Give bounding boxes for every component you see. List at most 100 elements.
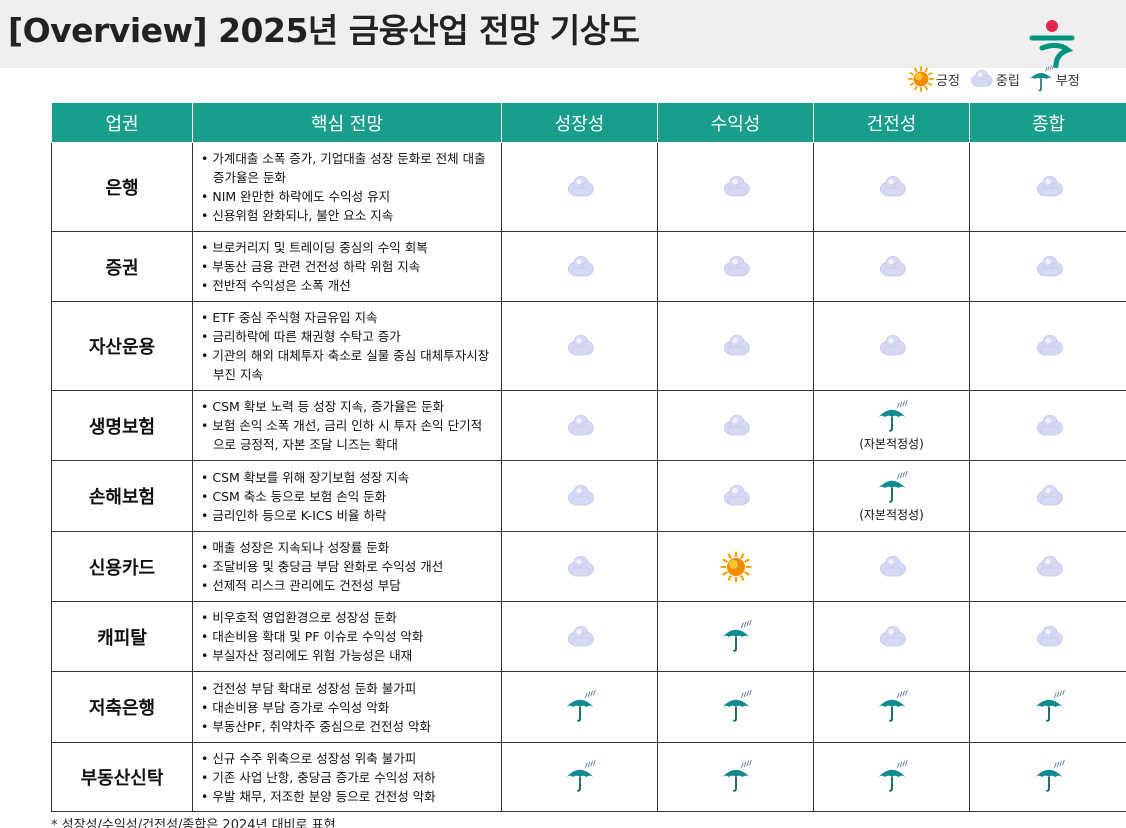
rating-cell — [813, 742, 970, 812]
rating-cell — [813, 301, 970, 391]
bullet: • 신규 수주 위축으로 성장성 위축 불가피 — [201, 749, 493, 768]
cloud-icon — [567, 625, 594, 646]
rating-cell — [501, 390, 658, 461]
bullet-dot: • — [201, 540, 213, 555]
sector: 신용카드 — [51, 531, 193, 602]
key-points: • 가계대출 소폭 증가, 기업대출 성장 둔화로 전체 대출 증가율은 둔화 •… — [192, 142, 502, 232]
bullet-dot: • — [201, 278, 213, 293]
rating-cell — [813, 671, 970, 743]
bullet-text: 부동산PF, 취약차주 중심으로 건전성 악화 — [212, 718, 431, 734]
outlook-table: 업권 핵심 전망 성장성 수익성 건전성 종합 은행 • 가계대출 소폭 증가, 기업대출 … — [51, 103, 1126, 812]
cloud-icon — [567, 175, 594, 197]
legend-item: 중립 — [966, 64, 1020, 94]
bullet-dot: • — [201, 208, 213, 223]
rating-cell — [969, 742, 1126, 812]
cloud-icon — [567, 255, 594, 276]
legend-label: 긍정 — [936, 73, 960, 89]
rating-cell — [501, 142, 658, 232]
umbrella-icon — [566, 759, 596, 792]
bullet: • 가계대출 소폭 증가, 기업대출 성장 둔화로 전체 대출 증가율은 둔화 — [201, 149, 493, 187]
cloud-icon — [1036, 484, 1063, 506]
bullet: • CSM 축소 등으로 보험 손익 둔화 — [201, 487, 493, 506]
table-row: 증권 • 브로커리지 및 트레이딩 중심의 수익 회복 • 부동산 금융 관련 건전… — [51, 231, 1126, 302]
bullet-text: 매출 성장은 지속되나 성장률 둔화 — [212, 540, 390, 555]
key-points: • CSM 확보 노력 등 성장 지속, 증가율은 둔화 • 보험 손익 소폭 개… — [192, 390, 502, 461]
column-header: 수익성 — [657, 103, 814, 143]
bullet-dot: • — [201, 399, 213, 414]
logo — [1029, 20, 1075, 68]
rating-cell — [969, 531, 1126, 602]
bullet: • 조달비용 및 충당금 부담 완화로 수익성 개선 — [201, 557, 493, 576]
umbrella-icon — [878, 470, 908, 503]
bullet: • CSM 확보 노력 등 성장 지속, 증가율은 둔화 — [201, 397, 493, 416]
cloud-icon — [879, 255, 906, 276]
bullet-dot: • — [201, 259, 213, 274]
bullet: • 건전성 부담 확대로 성장성 둔화 불가피 — [201, 679, 493, 698]
rating-cell — [501, 231, 658, 302]
cloud-icon — [723, 175, 750, 197]
cloud-icon — [1036, 175, 1063, 197]
bullet-text: CSM 확보 노력 등 성장 지속, 증가율은 둔화 — [212, 399, 445, 414]
bullet-dot: • — [201, 329, 213, 344]
rating-cell — [969, 301, 1126, 391]
bullet-dot: • — [201, 310, 213, 325]
sun-icon — [720, 551, 751, 582]
title-bar — [0, 0, 1126, 68]
sector: 생명보험 — [51, 390, 193, 461]
bullet-text: 보험 손익 소폭 개선, 금리 인하 시 투자 손익 단기적으로 긍정적, 자본… — [212, 418, 483, 452]
bullet-dot: • — [201, 648, 213, 663]
cloud-icon — [879, 175, 906, 197]
sector: 캐피탈 — [51, 601, 193, 672]
bullet: • 선제적 리스크 관리에도 건전성 부담 — [201, 576, 493, 595]
bullet-dot: • — [201, 680, 213, 696]
column-header: 종합 — [969, 103, 1126, 143]
legend-label: 부정 — [1055, 73, 1080, 89]
key-points: • 매출 성장은 지속되나 성장률 둔화 • 조달비용 및 충당금 부담 완화로 … — [192, 531, 502, 602]
bullet: • 신용위험 완화되나, 불안 요소 지속 — [201, 206, 493, 225]
bullet-text: NIM 완만한 하락에도 수익성 유지 — [212, 189, 391, 204]
table-row: 생명보험 • CSM 확보 노력 등 성장 지속, 증가율은 둔화 • 보험 손익 … — [51, 390, 1126, 461]
umbrella-icon — [878, 759, 908, 792]
bullet-text: 기관의 해외 대체투자 축소로 실물 중심 대체투자시장 부진 지속 — [212, 348, 490, 382]
bullet-text: 신용위험 완화되나, 불안 요소 지속 — [212, 208, 394, 223]
bullet: • 우발 채무, 저조한 분양 등으로 건전성 악화 — [201, 787, 493, 806]
bullet-text: 부실자산 정리에도 위험 가능성은 내재 — [212, 648, 413, 663]
bullet-text: 금리인하 등으로 K-ICS 비율 하락 — [212, 507, 387, 523]
rating-cell — [657, 742, 814, 812]
rating-cell — [969, 231, 1126, 302]
bullet-text: CSM 확보를 위해 장기보험 성장 지속 — [212, 469, 410, 485]
rating-cell — [969, 460, 1126, 532]
table-row: 손해보험 • CSM 확보를 위해 장기보험 성장 지속 • CSM 축소 등으로 … — [51, 460, 1126, 532]
bullet: • 매출 성장은 지속되나 성장률 둔화 — [201, 538, 493, 557]
bullet-text: 건전성 부담 확대로 성장성 둔화 불가피 — [212, 680, 417, 696]
bullet: • 대손비용 확대 및 PF 이슈로 수익성 악화 — [201, 627, 493, 646]
bullet-text: 선제적 리스크 관리에도 건전성 부담 — [212, 578, 401, 593]
rating-cell: (자본적정성) — [813, 460, 970, 532]
cloud-icon — [1036, 334, 1063, 356]
rating-cell — [657, 601, 814, 672]
rating-cell — [657, 231, 814, 302]
umbrella-icon — [878, 689, 908, 722]
rating-note: (자본적정성) — [859, 507, 924, 522]
rating-cell — [657, 301, 814, 391]
column-header: 성장성 — [501, 103, 658, 143]
sector: 부동산신탁 — [51, 742, 193, 812]
bullet-dot: • — [201, 488, 213, 504]
bullet-text: CSM 축소 등으로 보험 손익 둔화 — [212, 488, 387, 504]
bullet: • 기관의 해외 대체투자 축소로 실물 중심 대체투자시장 부진 지속 — [201, 346, 493, 384]
bullet-dot: • — [201, 507, 213, 523]
table-row: 신용카드 • 매출 성장은 지속되나 성장률 둔화 • 조달비용 및 충당금 부담 … — [51, 531, 1126, 602]
rating-cell: (자본적정성) — [813, 390, 970, 461]
column-header: 건전성 — [813, 103, 970, 143]
rating-cell — [501, 671, 658, 743]
bullet-dot: • — [201, 418, 213, 433]
cloud-icon — [723, 484, 750, 506]
cloud-icon — [879, 555, 906, 576]
bullet-text: 조달비용 및 충당금 부담 완화로 수익성 개선 — [212, 559, 444, 574]
bullet: • 대손비용 부담 증가로 수익성 악화 — [201, 698, 493, 717]
rating-cell — [657, 671, 814, 743]
title: [Overview] 2025년 금융산업 전망 기상도 — [8, 11, 640, 50]
sector: 손해보험 — [51, 460, 193, 532]
bullet: • 금리인하 등으로 K-ICS 비율 하락 — [201, 506, 493, 525]
sun-icon — [908, 66, 934, 92]
